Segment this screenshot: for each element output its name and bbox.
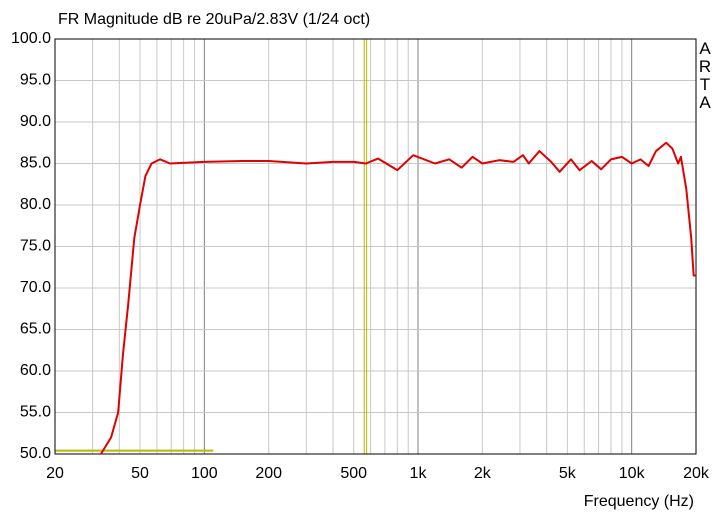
y-tick-label: 60.0	[20, 362, 51, 379]
x-tick-label: 20	[46, 465, 64, 482]
x-tick-label: 50	[131, 465, 149, 482]
response-line	[100, 141, 696, 455]
x-tick-label: 5k	[559, 465, 577, 482]
y-tick-label: 80.0	[20, 196, 51, 213]
y-tick-label: 75.0	[20, 238, 51, 255]
x-tick-label: 2k	[474, 465, 492, 482]
y-tick-label: 95.0	[20, 72, 51, 89]
y-tick-label: 55.0	[20, 404, 51, 421]
plot-border	[54, 38, 697, 455]
x-tick-label: 100	[191, 465, 218, 482]
x-tick-label: 500	[340, 465, 367, 482]
brand: ARTA	[698, 39, 712, 112]
y-tick-label: 85.0	[20, 155, 51, 172]
y-tick-label: 70.0	[20, 279, 51, 296]
x-tick-label: 10k	[619, 465, 646, 482]
y-tick-label: 100.0	[11, 30, 51, 47]
x-tick-label: 20k	[683, 465, 710, 482]
x-axis-label: Frequency (Hz)	[584, 493, 694, 510]
y-tick-label: 65.0	[20, 321, 51, 338]
x-tick-label: 200	[255, 465, 282, 482]
chart-title: FR Magnitude dB re 20uPa/2.83V (1/24 oct…	[58, 11, 370, 28]
y-tick-label: 90.0	[20, 113, 51, 130]
x-tick-label: 1k	[410, 465, 428, 482]
y-tick-label: 50.0	[20, 445, 51, 462]
